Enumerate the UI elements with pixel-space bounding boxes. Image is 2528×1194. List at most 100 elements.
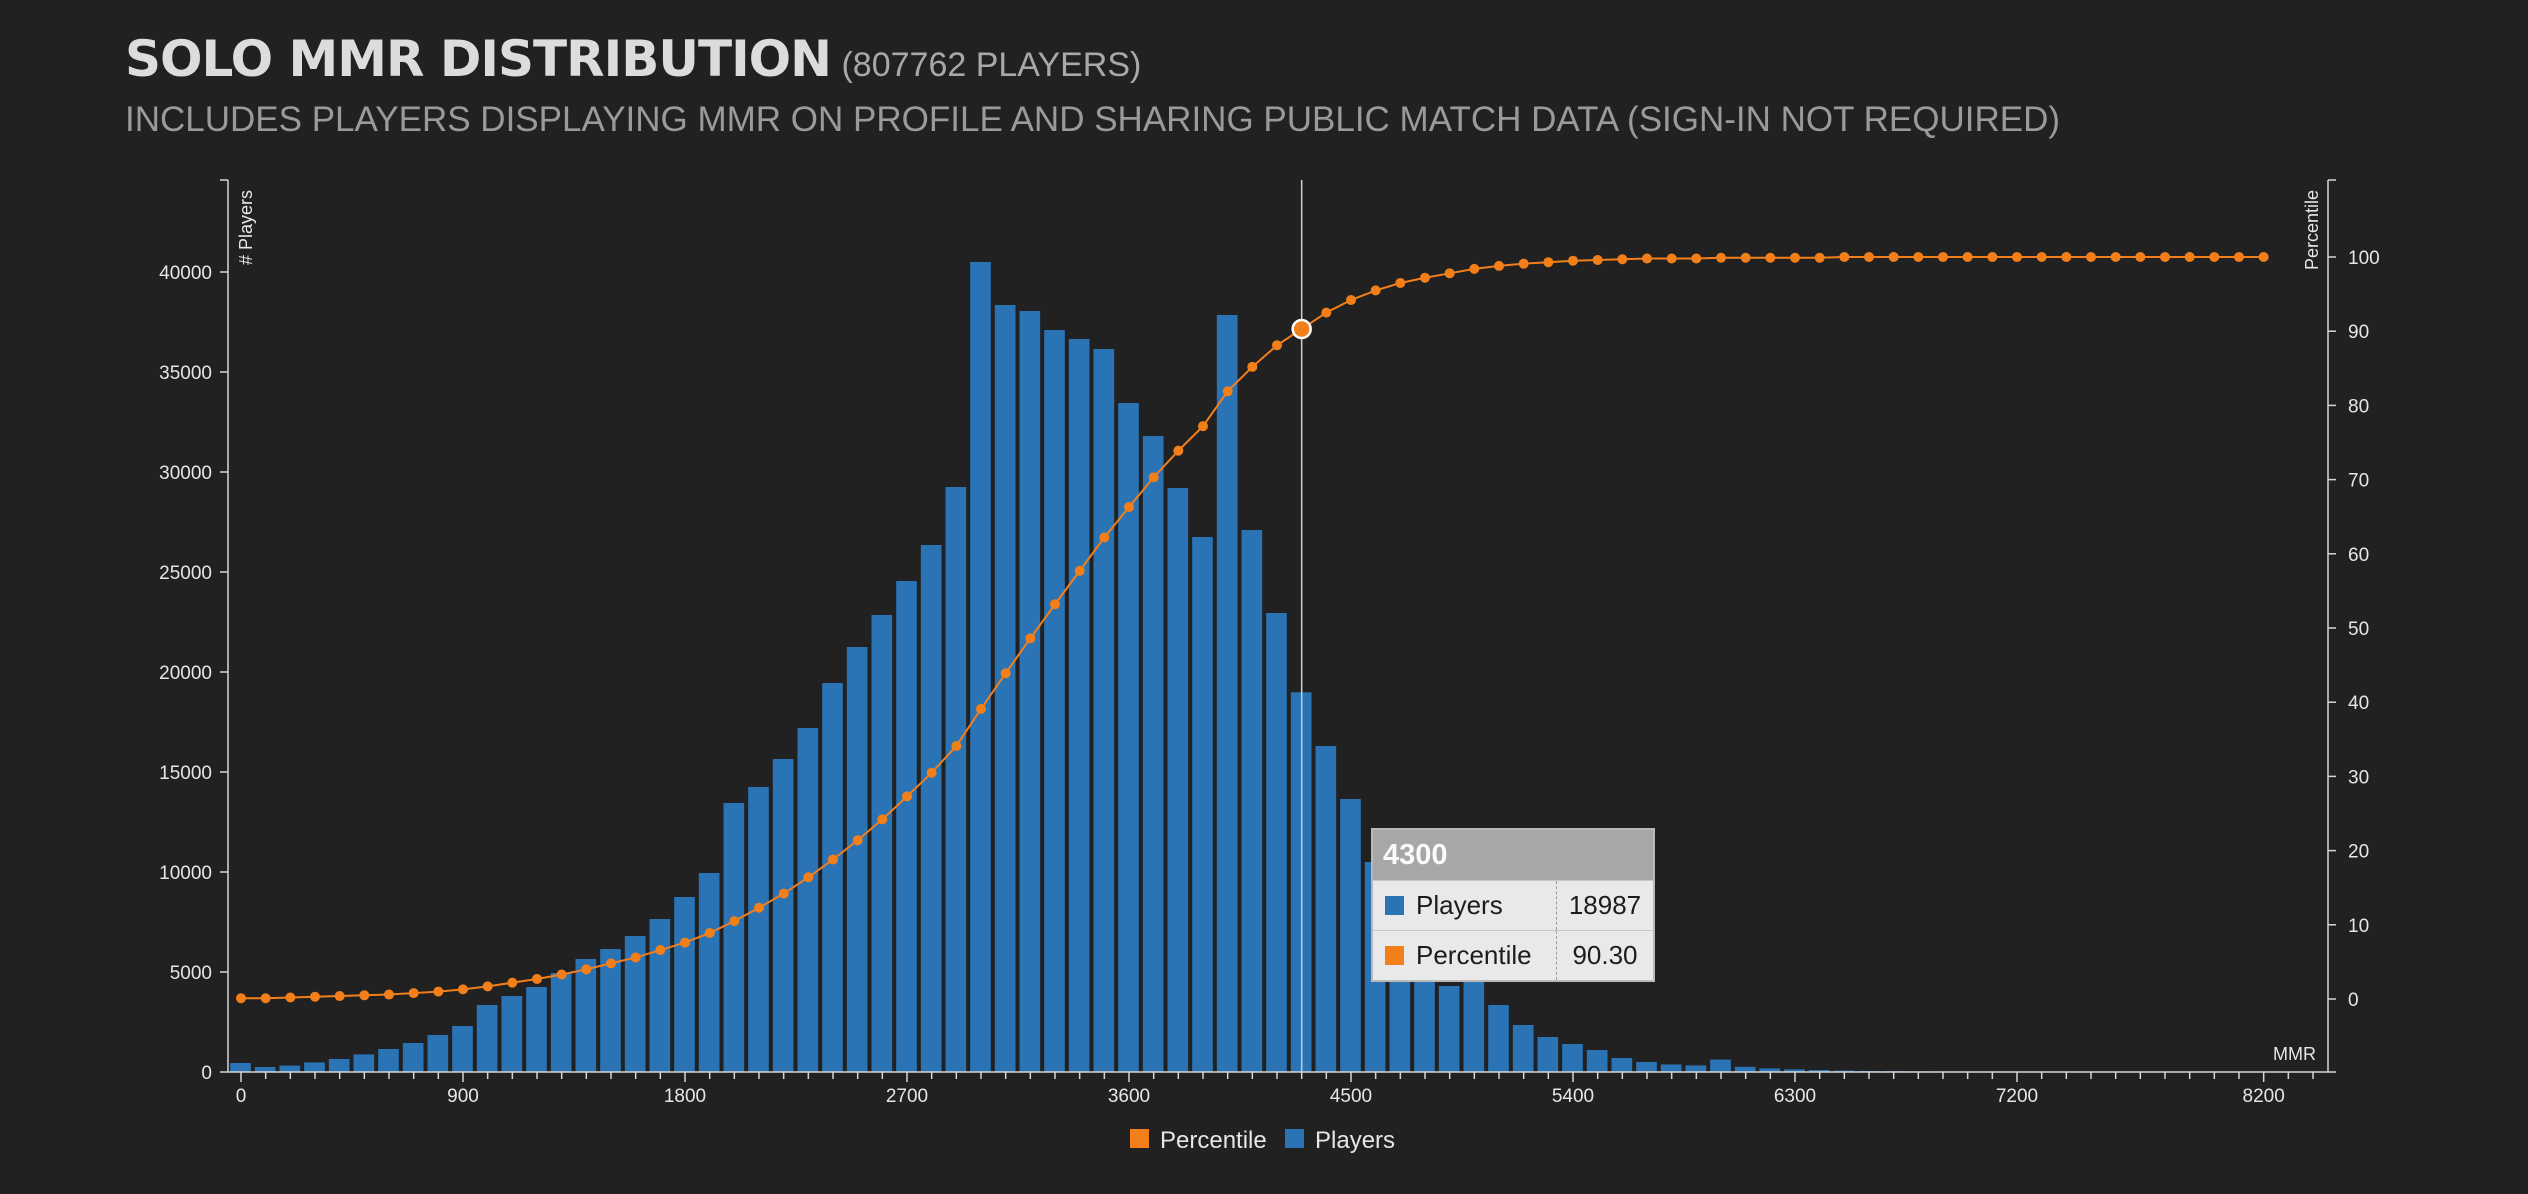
percentile-line xyxy=(236,252,2269,1004)
players-bar xyxy=(1093,349,1115,1072)
y2-tick-label: 20 xyxy=(2348,842,2369,863)
players-bar xyxy=(427,1035,449,1072)
percentile-point xyxy=(1642,253,1652,264)
percentile-point xyxy=(1888,252,1899,262)
percentile-point xyxy=(1420,272,1430,283)
tooltip-row-percentile: Percentile 90.30 xyxy=(1373,930,1653,980)
percentile-point xyxy=(1592,254,1603,265)
percentile-legend-swatch xyxy=(1130,1129,1149,1148)
players-bar xyxy=(1216,315,1238,1072)
percentile-point xyxy=(2086,252,2096,262)
percentile-point xyxy=(1272,340,1282,351)
x-tick-label: 8200 xyxy=(2243,1086,2285,1107)
players-bar xyxy=(353,1054,375,1072)
players-bar xyxy=(1710,1059,1731,1072)
chart-legend[interactable]: Percentile Players xyxy=(1130,1127,1395,1154)
percentile-point xyxy=(754,902,764,913)
percentile-point xyxy=(581,964,592,975)
highlighted-point xyxy=(1291,318,1312,340)
percentile-point xyxy=(630,952,641,963)
players-bar xyxy=(1167,488,1189,1072)
percentile-point xyxy=(1148,472,1159,483)
percentile-point xyxy=(1099,532,1110,543)
y-axis-title: # Players xyxy=(236,190,256,265)
players-bar xyxy=(1685,1065,1707,1072)
tooltip-row-players: Players 18987 xyxy=(1373,880,1653,930)
tooltip-percentile-value: 90.30 xyxy=(1572,940,1638,970)
players-bar xyxy=(526,987,547,1072)
players-bar xyxy=(1340,799,1361,1072)
y2-tick-label: 60 xyxy=(2348,545,2369,566)
percentile-point xyxy=(2209,252,2220,262)
tooltip-players-label: Players xyxy=(1416,890,1503,920)
percentile-point xyxy=(2160,252,2170,262)
players-bar xyxy=(476,1005,498,1072)
percentile-point xyxy=(877,814,888,825)
players-bar xyxy=(1266,613,1287,1072)
percentile-point xyxy=(310,991,320,1002)
players-bar xyxy=(1660,1064,1682,1072)
chart-subtitle: INCLUDES PLAYERS DISPLAYING MMR ON PROFI… xyxy=(125,100,2061,139)
players-bar xyxy=(896,581,917,1072)
percentile-point xyxy=(1543,257,1554,268)
percentile-point xyxy=(2012,252,2022,262)
percentile-point xyxy=(532,973,542,984)
players-bar xyxy=(279,1065,301,1072)
percentile-point xyxy=(285,992,296,1003)
y-tick-label: 10000 xyxy=(159,863,212,884)
tooltip-percentile-label: Percentile xyxy=(1416,940,1532,970)
percentile-point xyxy=(2184,252,2195,262)
players-bar xyxy=(1019,311,1041,1072)
players-bar xyxy=(846,647,868,1072)
player-count: (807762 PLAYERS) xyxy=(841,46,1142,84)
y-tick-label: 5000 xyxy=(170,963,212,984)
x-tick-label: 900 xyxy=(447,1086,479,1107)
players-bar xyxy=(1414,954,1435,1072)
percentile-point xyxy=(1198,421,1208,432)
players-bar xyxy=(1562,1044,1583,1072)
players-bar xyxy=(1241,530,1263,1072)
percentile-point xyxy=(1494,260,1504,271)
x-tick-label: 5400 xyxy=(1552,1086,1594,1107)
players-bar xyxy=(723,803,745,1072)
y2-tick-label: 40 xyxy=(2348,693,2369,714)
percentile-point xyxy=(680,937,690,948)
y2-tick-label: 90 xyxy=(2348,322,2369,343)
players-bar xyxy=(748,787,769,1072)
percentile-point xyxy=(1716,252,1726,263)
percentile-point xyxy=(1395,277,1406,288)
percentile-point xyxy=(828,854,838,865)
players-bar xyxy=(402,1043,424,1072)
tooltip-players-value: 18987 xyxy=(1568,890,1642,920)
percentile-point xyxy=(902,791,912,802)
x-tick-label: 2700 xyxy=(886,1086,928,1107)
players-bar xyxy=(1759,1068,1781,1072)
legend-item-players[interactable]: Players xyxy=(1285,1127,1395,1154)
players-bar xyxy=(1586,1050,1608,1072)
percentile-point xyxy=(2258,252,2269,262)
percentile-point xyxy=(729,916,740,927)
x-tick-label: 4500 xyxy=(1330,1086,1372,1107)
percentile-point xyxy=(976,703,986,714)
percentile-point xyxy=(1913,252,1924,262)
x-tick-label: 3600 xyxy=(1108,1086,1150,1107)
y2-tick-label: 100 xyxy=(2348,248,2380,269)
percentile-point xyxy=(1790,252,1800,263)
percentile-legend-label: Percentile xyxy=(1160,1127,1267,1154)
y-tick-label: 25000 xyxy=(159,563,212,584)
x-tick-label: 7200 xyxy=(1996,1086,2038,1107)
players-bar xyxy=(304,1062,325,1072)
legend-item-percentile[interactable]: Percentile xyxy=(1130,1127,1267,1154)
percentile-point xyxy=(1124,502,1134,513)
players-bar xyxy=(1512,1025,1534,1072)
percentile-point xyxy=(2110,252,2121,262)
percentile-point xyxy=(1025,633,1036,644)
players-bar xyxy=(649,919,671,1072)
y2-tick-label: 70 xyxy=(2348,471,2369,492)
percentile-point xyxy=(260,993,271,1004)
percentile-point xyxy=(1346,295,1356,306)
percentile-point xyxy=(236,993,246,1004)
percentile-point xyxy=(458,984,468,995)
percentile-point xyxy=(778,888,789,899)
